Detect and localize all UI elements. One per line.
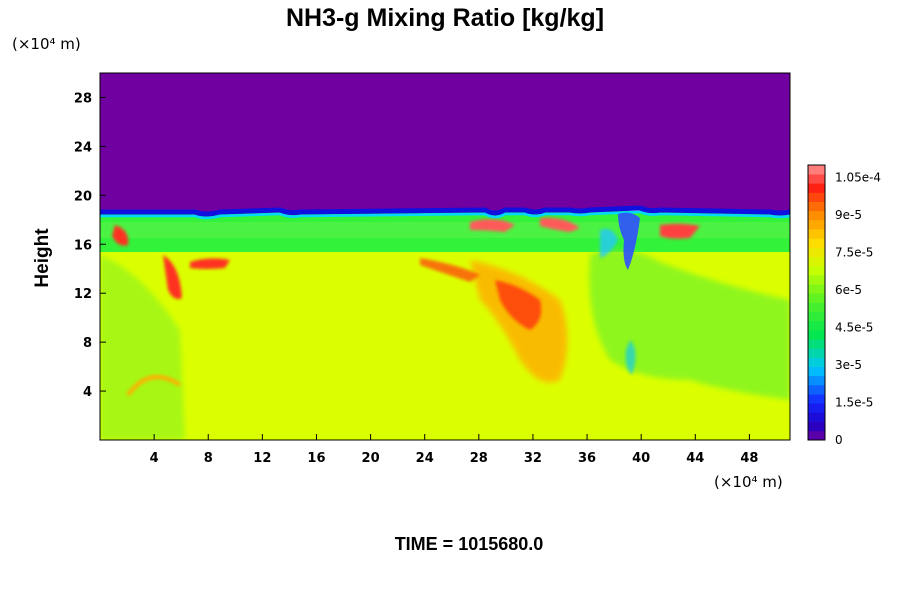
colorbar-swatch	[808, 266, 825, 275]
colorbar-swatch	[808, 339, 825, 348]
colorbar-swatch	[808, 293, 825, 302]
colorbar: 0 1.5e-5 3e-5 4.5e-5 6e-5 7.5e-5 9e-5 1.05e-4	[808, 165, 881, 447]
y-tick-label: 8	[83, 336, 92, 351]
y-tick-label: 16	[74, 238, 92, 253]
y-tick-label: 4	[83, 385, 92, 400]
colorbar-swatch	[808, 403, 825, 412]
colorbar-swatch	[808, 257, 825, 266]
colorbar-tick-label: 1.05e-4	[835, 171, 881, 185]
x-tick-label: 40	[632, 451, 650, 466]
time-label: TIME = 1015680.0	[395, 534, 544, 554]
x-tick-label: 4	[150, 451, 159, 466]
y-axis-label: Height	[32, 228, 53, 288]
heatmap-field	[100, 73, 790, 440]
colorbar-swatch	[808, 284, 825, 293]
colorbar-swatch	[808, 413, 825, 422]
x-tick-label: 16	[307, 451, 325, 466]
colorbar-swatch	[808, 193, 825, 202]
colorbar-swatch	[808, 238, 825, 247]
x-tick-label: 32	[524, 451, 542, 466]
y-tick-label: 20	[74, 189, 92, 204]
colorbar-swatch	[808, 321, 825, 330]
colorbar-swatch	[808, 367, 825, 376]
x-tick-label: 36	[578, 451, 596, 466]
colorbar-swatch	[808, 376, 825, 385]
colorbar-swatch	[808, 211, 825, 220]
colorbar-swatch	[808, 385, 825, 394]
colorbar-swatch	[808, 358, 825, 367]
colorbar-swatch	[808, 202, 825, 211]
colorbar-swatch	[808, 275, 825, 284]
y-tick-label: 12	[74, 287, 92, 302]
x-tick-label: 12	[253, 451, 271, 466]
colorbar-swatch	[808, 312, 825, 321]
heatmap-upper-layer	[100, 73, 790, 214]
colorbar-swatch	[808, 229, 825, 238]
colorbar-tick-label: 6e-5	[835, 283, 862, 297]
colorbar-swatch	[808, 431, 825, 440]
x-tick-label: 24	[416, 451, 434, 466]
colorbar-swatch	[808, 220, 825, 229]
x-tick-label: 48	[740, 451, 758, 466]
x-axis-unit: (×10⁴ m)	[714, 473, 783, 491]
colorbar-tick-label: 9e-5	[835, 208, 862, 222]
colorbar-swatch	[808, 183, 825, 192]
colorbar-swatch	[808, 348, 825, 357]
y-tick-label: 28	[74, 91, 92, 106]
colorbar-swatch	[808, 174, 825, 183]
colorbar-swatch	[808, 330, 825, 339]
colorbar-swatch	[808, 165, 825, 174]
x-tick-label: 8	[204, 451, 213, 466]
colorbar-swatch	[808, 394, 825, 403]
x-tick-label: 44	[686, 451, 704, 466]
colorbar-tick-label: 0	[835, 433, 843, 447]
y-axis-unit: (×10⁴ m)	[12, 35, 81, 53]
colorbar-swatch	[808, 422, 825, 431]
y-tick-label: 24	[74, 140, 92, 155]
x-tick-label: 20	[362, 451, 380, 466]
chart-title: NH3-g Mixing Ratio [kg/kg]	[286, 4, 604, 32]
x-tick-label: 28	[470, 451, 488, 466]
colorbar-tick-label: 3e-5	[835, 358, 862, 372]
colorbar-tick-label: 1.5e-5	[835, 396, 873, 410]
colorbar-tick-label: 7.5e-5	[835, 246, 873, 260]
colorbar-tick-label: 4.5e-5	[835, 321, 873, 335]
colorbar-swatch	[808, 248, 825, 257]
colorbar-swatch	[808, 303, 825, 312]
